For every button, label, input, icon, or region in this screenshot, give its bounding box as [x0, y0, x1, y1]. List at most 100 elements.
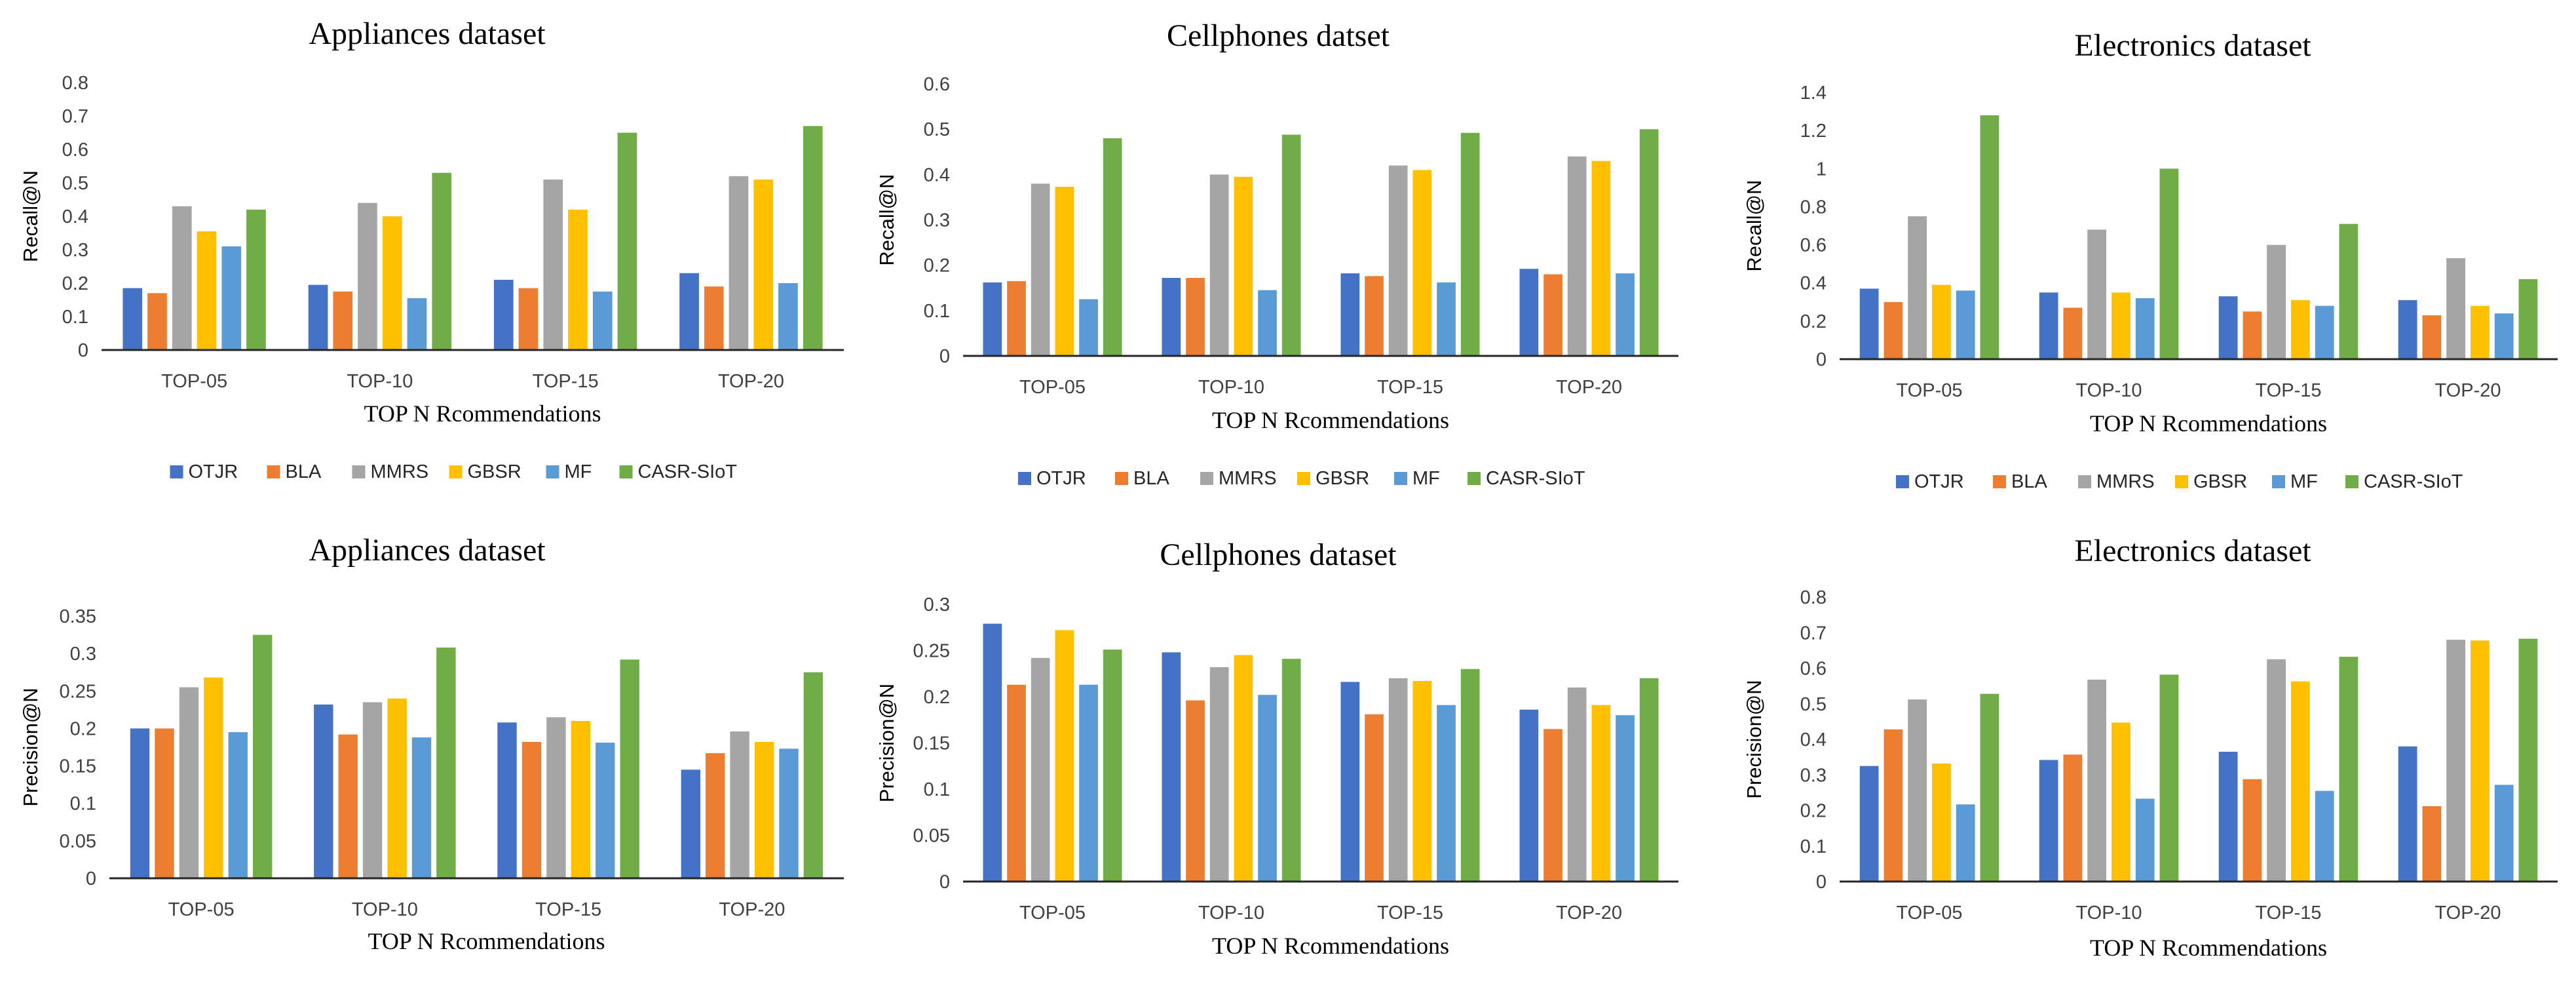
- bar-bla-top-15: [2243, 779, 2262, 882]
- bar-bla-top-10: [1186, 278, 1205, 356]
- y-tick-label: 0.6: [1800, 659, 1827, 680]
- bar-gbsr-top-05: [197, 231, 217, 350]
- x-tick-label: TOP-10: [347, 371, 413, 392]
- bar-mf-top-20: [779, 748, 799, 878]
- y-tick-label: 0.2: [924, 687, 950, 708]
- bar-mmrs-top-20: [730, 731, 749, 878]
- y-tick-label: 0: [939, 872, 950, 893]
- y-tick-label: 0.6: [924, 74, 950, 95]
- legend-label: BLA: [286, 461, 322, 482]
- y-tick-label: 0.3: [1800, 765, 1827, 786]
- bar-bla-top-15: [518, 288, 539, 350]
- bar-bla-top-05: [1007, 281, 1026, 356]
- bar-mmrs-top-10: [358, 203, 377, 350]
- bar-gbsr-top-15: [1412, 170, 1432, 356]
- bar-mf-top-20: [1616, 273, 1635, 356]
- chart-1: Appliances dataset 0 0.1 0.2 0.3 0.4 0.5 0.6 0.7…: [19, 16, 844, 482]
- bar-mf-top-20: [2494, 313, 2514, 359]
- legend-swatch: [2272, 475, 2285, 488]
- x-axis-label: TOP N Rcommendations: [364, 400, 601, 427]
- y-tick-label: 0: [1816, 872, 1827, 893]
- bar-bla-top-20: [2422, 806, 2442, 882]
- bar-mmrs-top-05: [1031, 184, 1050, 356]
- x-tick-label: TOP-10: [1198, 377, 1264, 398]
- bar-gbsr-top-20: [2471, 305, 2490, 359]
- y-tick-label: 0.2: [924, 256, 950, 277]
- bar-mf-top-10: [1258, 290, 1277, 356]
- bar-bla-top-10: [1186, 700, 1205, 882]
- legend-swatch: [1200, 472, 1213, 485]
- bar-gbsr-top-20: [1591, 161, 1611, 356]
- y-tick-label: 0.2: [1800, 311, 1827, 332]
- legend-swatch: [1018, 472, 1031, 485]
- bar-casr-siot-top-20: [2518, 279, 2538, 359]
- bar-casr-siot-top-20: [1639, 678, 1659, 882]
- bar-gbsr-top-05: [1055, 630, 1074, 882]
- x-tick-label: TOP-15: [533, 371, 599, 392]
- bar-mmrs-top-15: [2267, 659, 2286, 882]
- y-tick-label: 0.1: [70, 794, 96, 815]
- legend-swatch: [546, 465, 559, 478]
- y-tick-label: 0.2: [62, 273, 88, 294]
- bar-mf-top-05: [1079, 684, 1098, 882]
- bar-gbsr-top-15: [568, 209, 588, 350]
- bar-bla-top-05: [147, 293, 167, 350]
- bar-bla-top-05: [1007, 684, 1026, 882]
- bar-casr-siot-top-10: [2159, 674, 2179, 882]
- bar-bla-top-10: [338, 734, 358, 878]
- bar-otjr-top-05: [123, 288, 143, 350]
- x-axis-label: TOP N Rcommendations: [1212, 933, 1449, 959]
- y-tick-label: 0.4: [1800, 729, 1827, 750]
- y-tick-label: 0: [1816, 349, 1827, 370]
- legend-swatch: [1468, 472, 1481, 485]
- bar-gbsr-top-05: [1932, 284, 1951, 359]
- y-tick-label: 1.2: [1800, 121, 1827, 142]
- bar-gbsr-top-10: [2112, 292, 2131, 360]
- bar-casr-siot-top-20: [803, 672, 824, 878]
- x-tick-label: TOP-10: [352, 899, 418, 920]
- bar-casr-siot-top-10: [436, 648, 456, 878]
- chart-title: Appliances dataset: [309, 16, 546, 51]
- bar-casr-siot-top-20: [1639, 129, 1659, 356]
- bar-bla-top-15: [1365, 714, 1384, 882]
- chart-title: Cellphones dataset: [1160, 537, 1397, 572]
- bar-bla-top-10: [333, 291, 353, 351]
- y-tick-label: 0.2: [70, 718, 96, 739]
- y-tick-label: 0.3: [70, 644, 96, 665]
- bar-gbsr-top-10: [387, 698, 407, 878]
- y-tick-label: 0.3: [924, 210, 950, 231]
- legend-label: CASR-SIoT: [638, 461, 738, 482]
- chart-3: Electronics dataset 0 0.2 0.4 0.6 0.8 1 1.2 1.4 R…: [1743, 28, 2558, 492]
- bar-casr-siot-top-10: [2159, 168, 2179, 359]
- bar-bla-top-20: [704, 286, 724, 350]
- bar-gbsr-top-20: [753, 179, 774, 350]
- bar-casr-siot-top-10: [1281, 134, 1301, 356]
- bar-mmrs-top-20: [2446, 258, 2465, 359]
- legend-swatch: [2078, 475, 2091, 488]
- y-tick-label: 0.8: [62, 73, 88, 94]
- bar-gbsr-top-05: [1932, 763, 1951, 882]
- legend-label: MMRS: [1219, 468, 1277, 489]
- bar-casr-siot-top-15: [2339, 657, 2358, 882]
- legend-swatch: [267, 465, 280, 478]
- legend-label: OTJR: [1914, 471, 1964, 492]
- y-tick-label: 1.4: [1800, 83, 1827, 104]
- bar-casr-siot-top-05: [1980, 115, 1999, 359]
- chart-title: Appliances dataset: [309, 533, 546, 568]
- x-tick-label: TOP-15: [2255, 903, 2321, 923]
- y-tick-label: 0: [939, 346, 950, 367]
- bar-mf-top-15: [1437, 705, 1456, 882]
- bar-gbsr-top-10: [382, 216, 402, 350]
- bar-mf-top-20: [1616, 715, 1635, 882]
- bar-casr-siot-top-05: [1103, 650, 1122, 882]
- bar-otjr-top-10: [2039, 292, 2058, 360]
- y-tick-label: 0.8: [1800, 587, 1827, 608]
- bar-casr-siot-top-05: [1980, 693, 1999, 882]
- bar-otjr-top-10: [1162, 278, 1181, 356]
- y-tick-label: 0: [78, 340, 88, 361]
- y-tick-label: 0.1: [924, 301, 950, 322]
- bar-otjr-top-05: [1859, 766, 1879, 882]
- bar-casr-siot-top-15: [1460, 669, 1480, 882]
- x-axis-label: TOP N Rcommendations: [368, 928, 605, 954]
- x-tick-label: TOP-10: [1198, 903, 1264, 923]
